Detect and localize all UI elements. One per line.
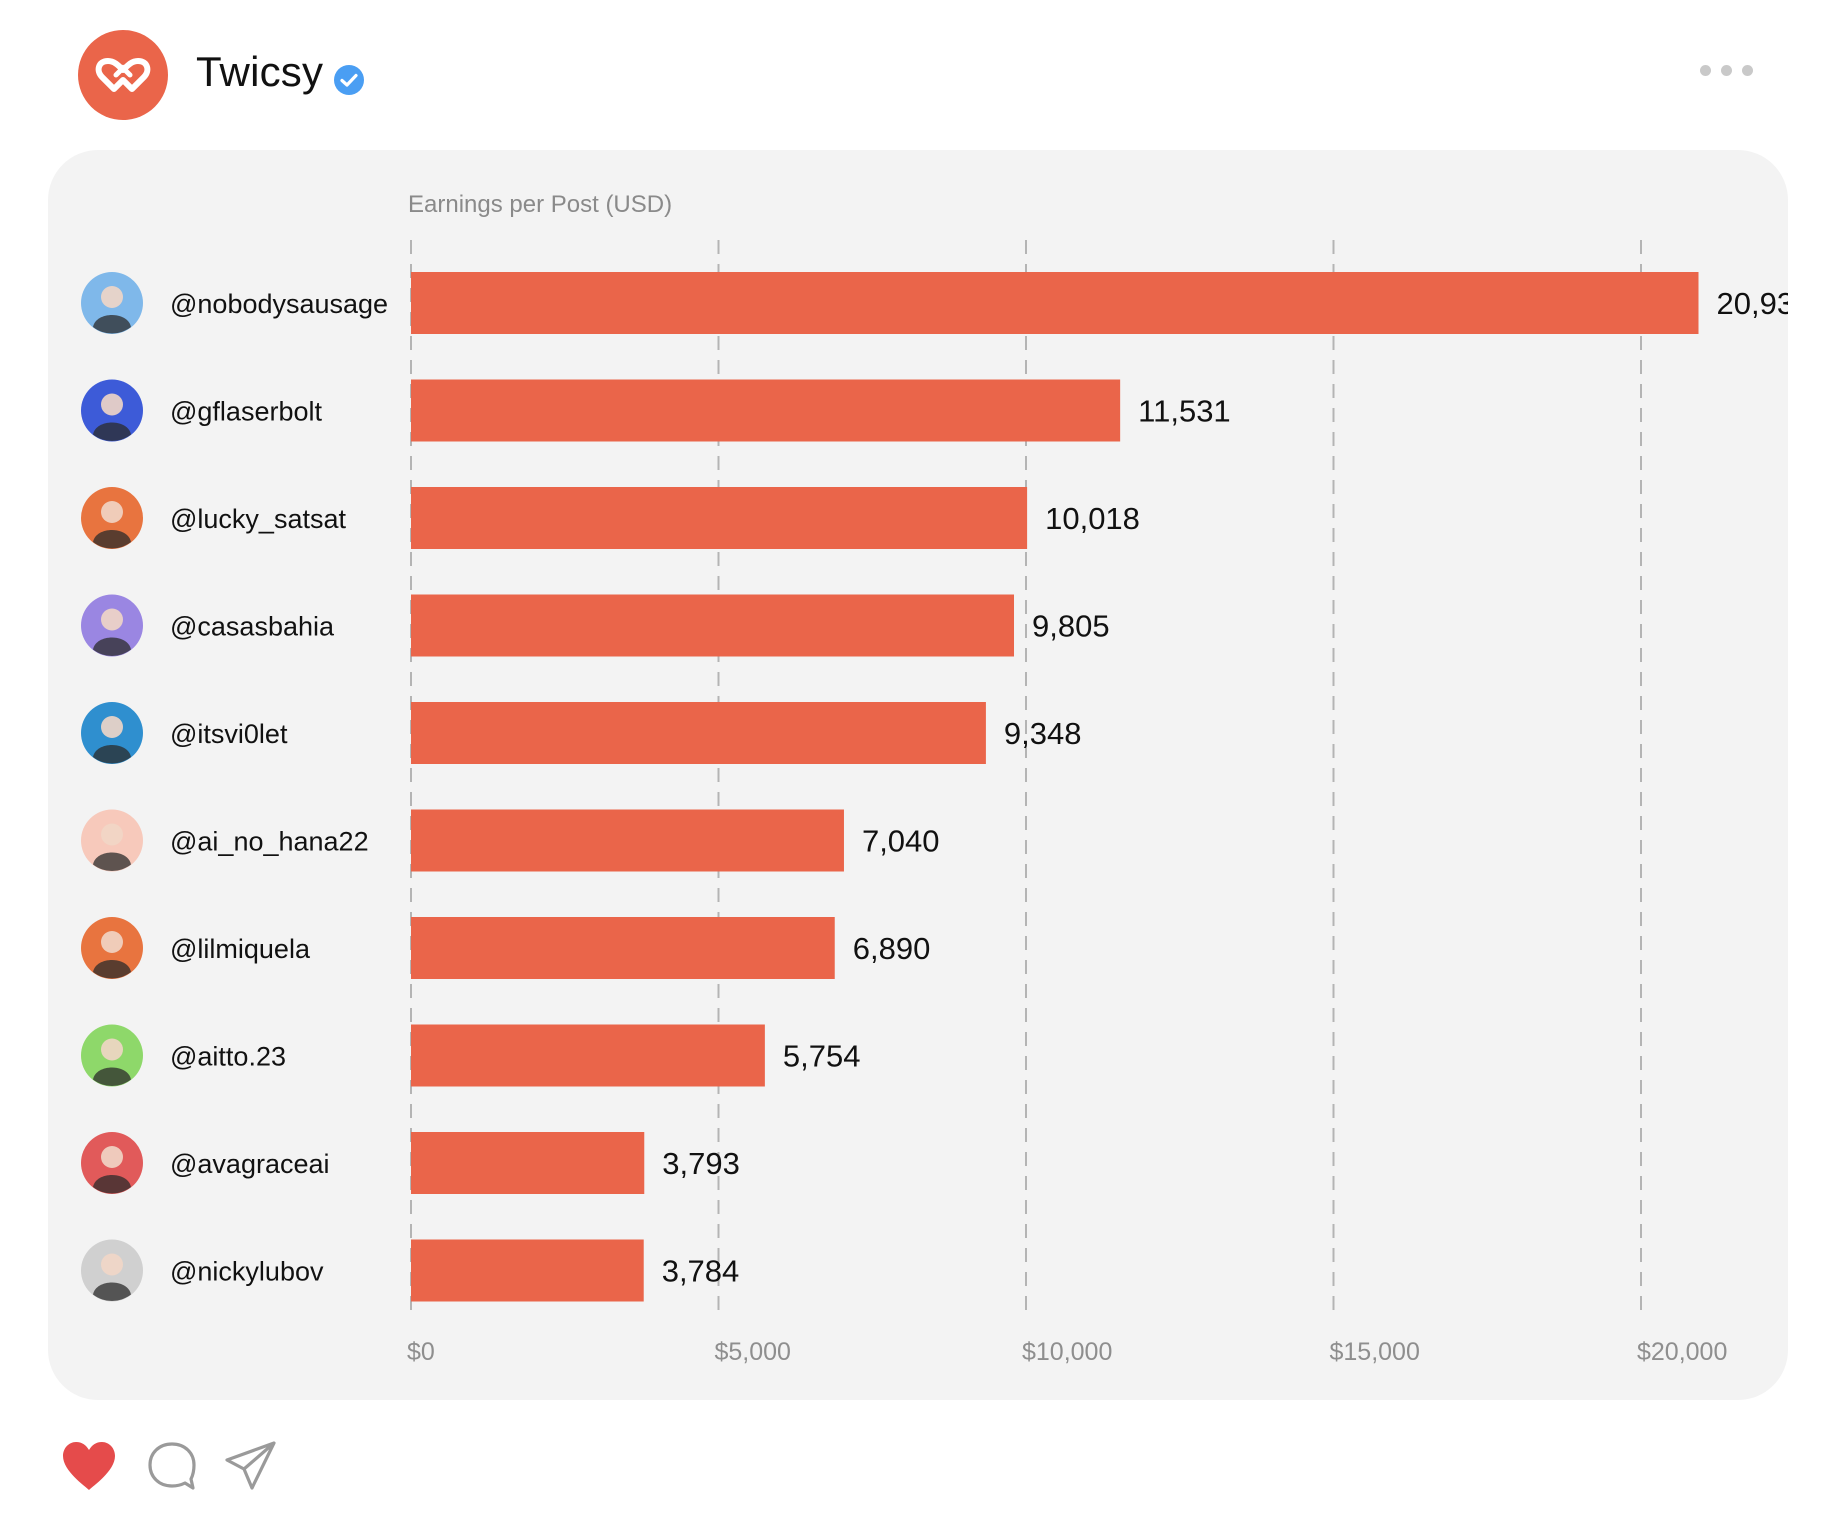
avatar[interactable]: [81, 917, 143, 979]
bar: [411, 1132, 645, 1194]
value-label: 9,805: [1032, 609, 1110, 644]
value-label: 6,890: [853, 931, 931, 966]
twicsy-logo-icon[interactable]: [78, 30, 168, 120]
verified-check-icon: [333, 64, 365, 96]
x-tick-label: $15,000: [1330, 1338, 1420, 1366]
bar: [411, 594, 1015, 657]
category-labels: @nobodysausage @gflaserbolt @lucky_satsat @…: [81, 272, 388, 1302]
avatar[interactable]: [81, 272, 143, 334]
avatar[interactable]: [81, 809, 143, 872]
bar: [411, 809, 844, 872]
value-label: 5,754: [783, 1039, 861, 1074]
bar: [411, 272, 1699, 334]
value-label: 9,348: [1004, 716, 1082, 751]
chart-title: Earnings per Post (USD): [408, 191, 672, 218]
category-label[interactable]: @itsvi0let: [170, 719, 288, 749]
category-label[interactable]: @nickylubov: [170, 1257, 324, 1287]
category-label[interactable]: @avagraceai: [170, 1149, 330, 1179]
value-label: 3,793: [662, 1146, 740, 1181]
category-label[interactable]: @gflaserbolt: [170, 397, 322, 427]
avatar[interactable]: [81, 594, 143, 657]
avatar[interactable]: [81, 1239, 143, 1302]
x-tick-label: $0: [407, 1338, 435, 1366]
bar: [411, 1024, 765, 1087]
post-actions: [60, 1440, 320, 1510]
comment-icon[interactable]: [146, 1440, 198, 1492]
value-label: 20,935: [1717, 286, 1788, 321]
category-label[interactable]: @aitto.23: [170, 1042, 286, 1072]
category-label[interactable]: @lilmiquela: [170, 934, 311, 964]
category-label[interactable]: @lucky_satsat: [170, 504, 346, 534]
chart-card: Earnings per Post (USD) 20,935 11,531 10,0…: [48, 150, 1788, 1400]
heart-icon[interactable]: [60, 1440, 118, 1492]
x-axis-ticks: $0 $5,000 $10,000 $15,000 $20,000: [407, 1338, 1727, 1366]
avatar[interactable]: [81, 1132, 143, 1194]
value-label: 11,531: [1138, 394, 1231, 429]
bar: [411, 1239, 644, 1302]
avatar[interactable]: [81, 1024, 143, 1087]
send-icon[interactable]: [224, 1440, 278, 1492]
x-tick-label: $20,000: [1637, 1338, 1727, 1366]
category-label[interactable]: @ai_no_hana22: [170, 827, 369, 857]
bar: [411, 702, 986, 764]
avatar[interactable]: [81, 487, 143, 549]
brand-name[interactable]: Twicsy: [196, 48, 324, 95]
bar: [411, 917, 835, 979]
more-dots-icon[interactable]: [1700, 60, 1790, 80]
avatar[interactable]: [81, 379, 143, 442]
category-label[interactable]: @nobodysausage: [170, 289, 388, 319]
bars: 20,935 11,531 10,018 9,805 9,348 7,040 6,890 5,…: [411, 272, 1788, 1302]
x-tick-label: $5,000: [715, 1338, 791, 1366]
bar: [411, 487, 1028, 549]
value-label: 7,040: [862, 824, 940, 859]
value-label: 3,784: [662, 1254, 740, 1289]
category-label[interactable]: @casasbahia: [170, 612, 335, 642]
earnings-bar-chart: Earnings per Post (USD) 20,935 11,531 10,0…: [81, 191, 1788, 1366]
post-header: Twicsy: [0, 0, 1830, 150]
x-tick-label: $10,000: [1022, 1338, 1112, 1366]
value-label: 10,018: [1045, 501, 1140, 536]
avatar[interactable]: [81, 702, 143, 764]
bar: [411, 379, 1121, 442]
